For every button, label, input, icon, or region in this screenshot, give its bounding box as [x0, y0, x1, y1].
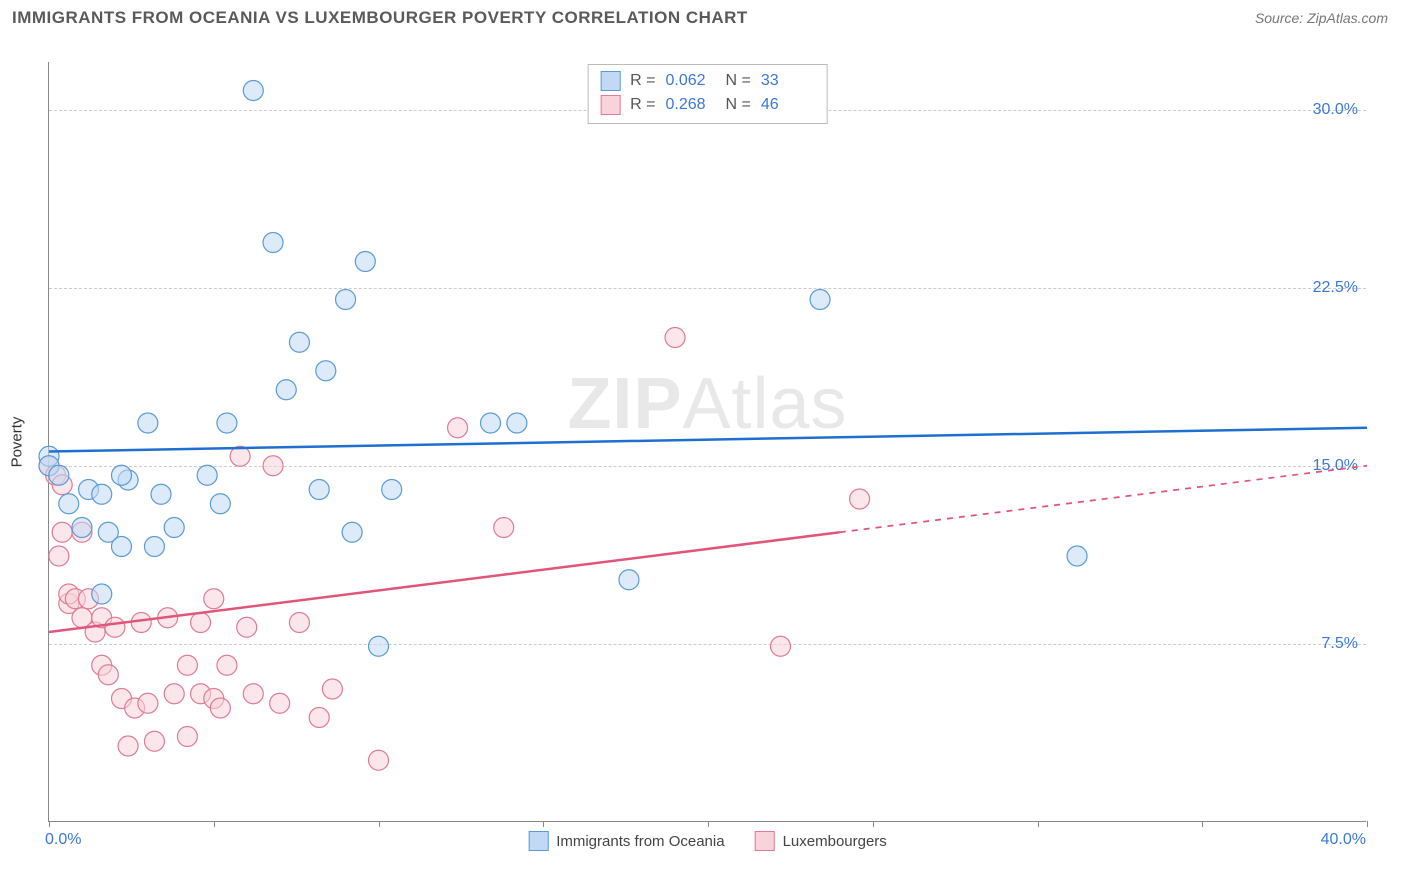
data-point	[309, 708, 329, 728]
data-point	[49, 465, 69, 485]
legend-label-lux: Luxembourgers	[783, 833, 887, 850]
data-point	[164, 684, 184, 704]
data-point	[98, 665, 118, 685]
x-tick-mark	[1367, 821, 1368, 827]
legend-item-oceania: Immigrants from Oceania	[528, 831, 724, 851]
legend-stats-row-lux: R = 0.268 N = 46	[600, 93, 811, 117]
x-tick-mark	[1038, 821, 1039, 827]
data-point	[118, 736, 138, 756]
data-point	[144, 731, 164, 751]
legend-bottom: Immigrants from Oceania Luxembourgers	[528, 831, 887, 851]
data-point	[217, 413, 237, 433]
plot-area: Poverty 7.5%15.0%22.5%30.0% ZIPAtlas R =…	[48, 62, 1366, 822]
data-point	[197, 465, 217, 485]
x-tick-mark	[49, 821, 50, 827]
data-point	[355, 252, 375, 272]
y-axis-label: Poverty	[9, 416, 26, 467]
x-tick-min: 0.0%	[45, 831, 81, 849]
header: IMMIGRANTS FROM OCEANIA VS LUXEMBOURGER …	[0, 0, 1406, 32]
x-tick-mark	[379, 821, 380, 827]
swatch-lux-icon	[755, 831, 775, 851]
legend-stats-box: R = 0.062 N = 33 R = 0.268 N = 46	[587, 64, 828, 124]
data-point	[243, 684, 263, 704]
data-point	[448, 418, 468, 438]
data-point	[204, 589, 224, 609]
data-point	[210, 698, 230, 718]
data-point	[243, 81, 263, 101]
data-point	[49, 546, 69, 566]
data-point	[481, 413, 501, 433]
data-point	[111, 537, 131, 557]
data-point	[382, 480, 402, 500]
data-point	[177, 655, 197, 675]
legend-label-oceania: Immigrants from Oceania	[556, 833, 724, 850]
lux-r-value: 0.268	[666, 96, 716, 114]
data-point	[850, 489, 870, 509]
n-label: N =	[726, 96, 751, 114]
scatter-plot-svg	[49, 62, 1366, 821]
data-point	[289, 613, 309, 633]
data-point	[810, 290, 830, 310]
data-point	[342, 522, 362, 542]
x-tick-mark	[873, 821, 874, 827]
x-tick-mark	[543, 821, 544, 827]
data-point	[92, 584, 112, 604]
x-tick-mark	[214, 821, 215, 827]
n-label: N =	[726, 72, 751, 90]
data-point	[177, 727, 197, 747]
data-point	[369, 636, 389, 656]
swatch-lux	[600, 95, 620, 115]
data-point	[276, 380, 296, 400]
r-label: R =	[630, 72, 655, 90]
source-prefix: Source:	[1255, 10, 1307, 26]
source-citation: Source: ZipAtlas.com	[1255, 10, 1388, 26]
data-point	[138, 413, 158, 433]
data-point	[289, 332, 309, 352]
trend-line-solid	[49, 532, 840, 632]
oceania-n-value: 33	[761, 72, 811, 90]
data-point	[369, 750, 389, 770]
data-point	[336, 290, 356, 310]
data-point	[151, 484, 171, 504]
data-point	[494, 518, 514, 538]
data-point	[770, 636, 790, 656]
data-point	[263, 456, 283, 476]
chart-title: IMMIGRANTS FROM OCEANIA VS LUXEMBOURGER …	[12, 8, 748, 28]
source-value: ZipAtlas.com	[1307, 10, 1388, 26]
x-tick-mark	[1202, 821, 1203, 827]
data-point	[316, 361, 336, 381]
data-point	[263, 233, 283, 253]
data-point	[92, 484, 112, 504]
data-point	[217, 655, 237, 675]
data-point	[144, 537, 164, 557]
data-point	[309, 480, 329, 500]
data-point	[111, 465, 131, 485]
x-tick-mark	[708, 821, 709, 827]
data-point	[507, 413, 527, 433]
data-point	[52, 522, 72, 542]
lux-n-value: 46	[761, 96, 811, 114]
legend-stats-row-oceania: R = 0.062 N = 33	[600, 69, 811, 93]
x-tick-max: 40.0%	[1321, 831, 1366, 849]
data-point	[138, 693, 158, 713]
data-point	[191, 613, 211, 633]
data-point	[619, 570, 639, 590]
data-point	[210, 494, 230, 514]
data-point	[164, 518, 184, 538]
data-point	[270, 693, 290, 713]
trend-line	[49, 428, 1367, 452]
data-point	[665, 328, 685, 348]
swatch-oceania-icon	[528, 831, 548, 851]
data-point	[237, 617, 257, 637]
data-point	[1067, 546, 1087, 566]
swatch-oceania	[600, 71, 620, 91]
oceania-r-value: 0.062	[666, 72, 716, 90]
legend-item-lux: Luxembourgers	[755, 831, 887, 851]
data-point	[105, 617, 125, 637]
data-point	[72, 518, 92, 538]
data-point	[322, 679, 342, 699]
data-point	[59, 494, 79, 514]
r-label: R =	[630, 96, 655, 114]
trend-line-dashed	[840, 466, 1367, 533]
